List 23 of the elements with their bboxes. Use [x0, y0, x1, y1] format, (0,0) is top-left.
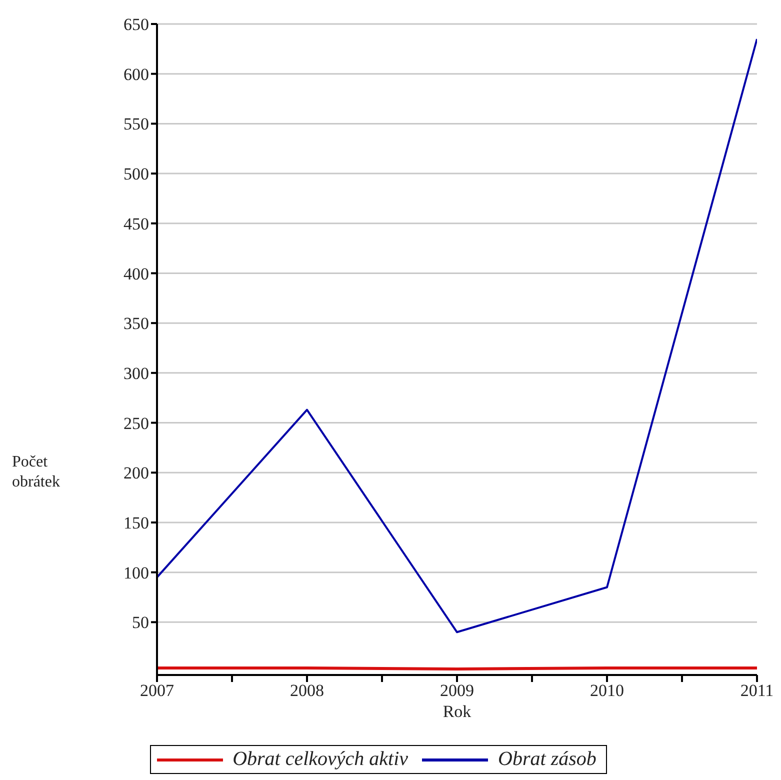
y-tick-label: 150 — [124, 514, 149, 533]
y-tick-label: 500 — [124, 164, 149, 184]
y-tick-label: 300 — [124, 364, 149, 383]
y-tick-label: 350 — [124, 314, 149, 334]
y-tick-label: 450 — [124, 214, 149, 234]
x-tick-label: 2011 — [740, 681, 774, 700]
legend-label: Obrat zásob — [498, 748, 596, 771]
x-tick-label: 2007 — [140, 681, 174, 700]
x-tick-label: 2009 — [440, 681, 474, 700]
y-tick-label: 200 — [124, 464, 149, 483]
legend-label: Obrat celkových aktiv — [232, 748, 408, 771]
y-tick-label: 650 — [124, 15, 149, 34]
y-tick-label: 600 — [124, 64, 149, 84]
y-tick-label: 100 — [124, 563, 149, 582]
x-tick-label: 2008 — [290, 681, 324, 700]
y-tick-label: 250 — [124, 414, 149, 433]
line-series — [157, 38, 757, 634]
y-tick-label: 400 — [124, 264, 149, 284]
y-tick-label: 550 — [124, 114, 149, 134]
x-axis-title: Rok — [442, 702, 472, 722]
y-axis-title: Počet obrátek — [12, 454, 60, 491]
y-tick-label: 50 — [132, 613, 149, 632]
x-tick-label: 2010 — [590, 681, 624, 700]
